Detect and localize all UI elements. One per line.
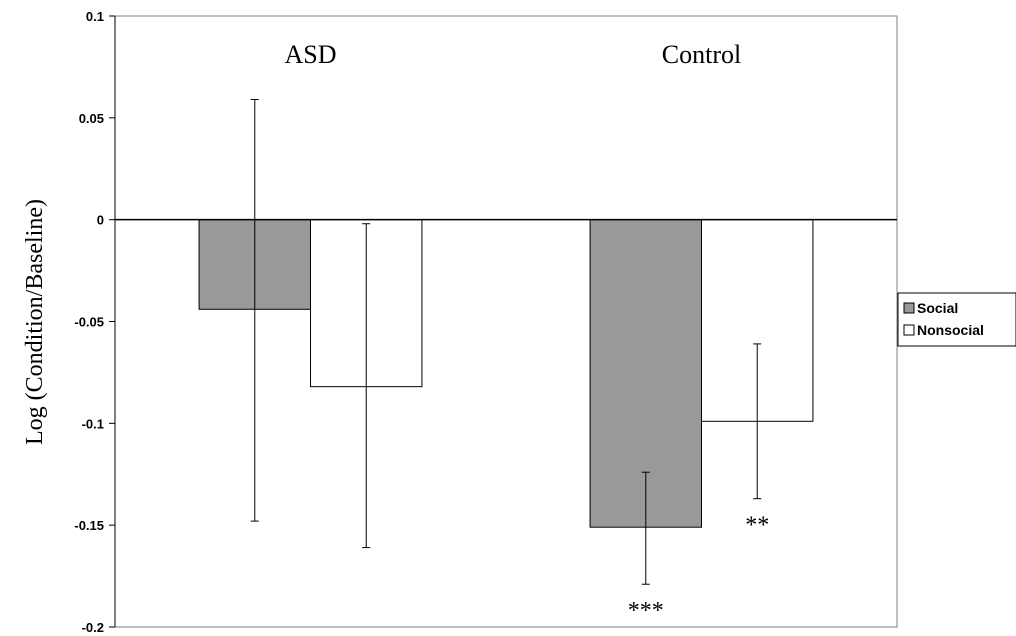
legend-label: Social bbox=[917, 300, 958, 316]
y-tick-label: 0 bbox=[97, 213, 104, 228]
significance-annotations: ***** bbox=[628, 513, 769, 625]
y-tick-label: -0.2 bbox=[82, 620, 104, 635]
category-label: ASD bbox=[284, 40, 336, 69]
legend-swatch bbox=[903, 302, 915, 314]
category-labels: ASD Control bbox=[284, 40, 741, 69]
y-tick-label: 0.05 bbox=[79, 111, 104, 126]
legend-box bbox=[897, 292, 1016, 347]
y-axis: 0.1 0.05 0 -0.05 -0.1 -0.15 -0.2 bbox=[74, 9, 116, 635]
y-axis-label: Log (Condition/Baseline) bbox=[22, 199, 48, 445]
legend-swatch bbox=[903, 324, 915, 336]
significance-marker: ** bbox=[745, 513, 769, 539]
significance-marker: *** bbox=[628, 598, 664, 624]
y-tick-label: 0.1 bbox=[86, 9, 104, 24]
legend-label: Nonsocial bbox=[917, 322, 984, 338]
category-label: Control bbox=[662, 40, 741, 69]
y-tick-label: -0.05 bbox=[74, 315, 104, 330]
error-bars-layer bbox=[250, 99, 762, 585]
legend: Social Nonsocial bbox=[897, 292, 1016, 347]
y-tick-label: -0.15 bbox=[74, 518, 104, 533]
y-tick-label: -0.1 bbox=[82, 416, 104, 431]
